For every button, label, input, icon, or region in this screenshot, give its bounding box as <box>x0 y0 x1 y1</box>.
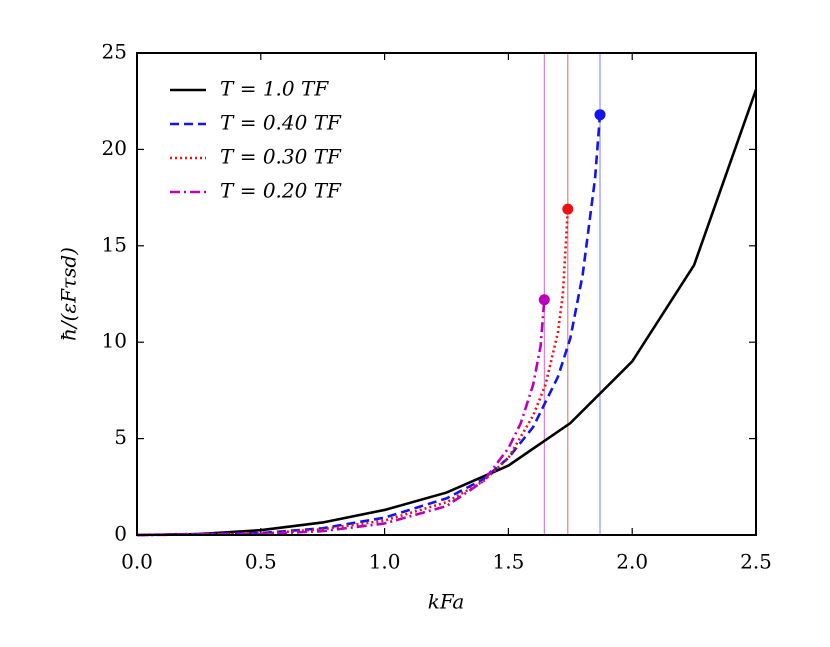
y-tick-label: 25 <box>102 40 127 64</box>
y-tick-label: 10 <box>102 329 127 353</box>
x-tick-label: 2.5 <box>740 550 772 574</box>
legend-label: T = 1.0 TF <box>220 77 329 101</box>
x-tick-label: 1.5 <box>492 550 524 574</box>
x-tick-label: 2.0 <box>616 550 648 574</box>
y-tick-label: 5 <box>114 425 127 449</box>
legend-label: T = 0.30 TF <box>220 145 342 169</box>
endpoint-marker <box>594 109 606 121</box>
series-line <box>136 299 546 537</box>
legend-label: T = 0.40 TF <box>220 111 342 135</box>
y-tick-label: 20 <box>102 136 127 160</box>
series-line <box>136 209 570 537</box>
endpoint-marker <box>538 294 550 306</box>
endpoint-marker <box>562 203 574 215</box>
x-axis-label: kFa <box>428 590 465 614</box>
x-tick-label: 0.5 <box>245 550 277 574</box>
y-tick-label: 15 <box>102 232 127 256</box>
legend-label: T = 0.20 TF <box>220 179 342 203</box>
plot-frame <box>136 52 757 536</box>
y-axis-label: ħ/(εFτsd) <box>57 247 81 341</box>
x-tick-label: 0.0 <box>121 550 153 574</box>
y-tick-label: 0 <box>114 522 127 546</box>
series-line <box>136 89 758 537</box>
x-tick-label: 1.0 <box>369 550 401 574</box>
series-line <box>136 114 602 537</box>
